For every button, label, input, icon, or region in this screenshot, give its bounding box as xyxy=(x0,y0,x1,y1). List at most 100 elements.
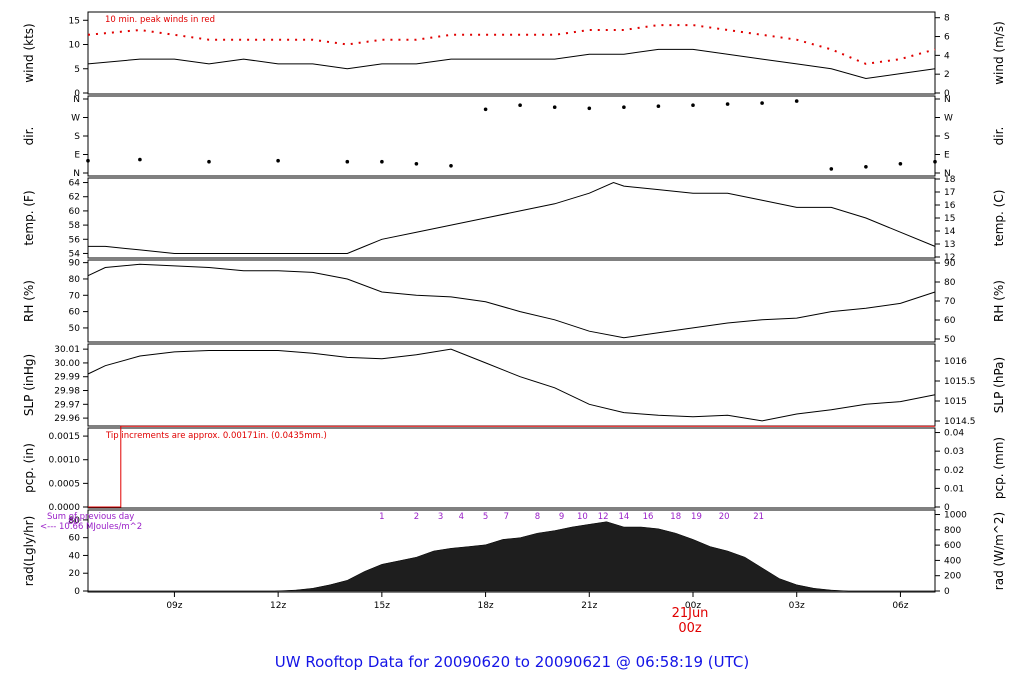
y-tick-label: 64 xyxy=(69,179,81,189)
y-axis-label-right: RH (%) xyxy=(992,280,1006,322)
hour-mark: 1 xyxy=(379,512,384,522)
y-axis-label-right: SLP (hPa) xyxy=(992,357,1006,413)
x-tick-label: 06z xyxy=(892,601,908,611)
panel-frame xyxy=(87,177,936,259)
y-tick-label: 60 xyxy=(69,207,81,217)
y-tick-right-label: 60 xyxy=(944,316,956,326)
y-axis-label-right: wind (m/s) xyxy=(992,21,1006,85)
y-tick-label: 70 xyxy=(69,291,81,301)
direction-point xyxy=(207,159,211,164)
y-tick-label: 10 xyxy=(69,41,81,51)
direction-point xyxy=(760,101,764,105)
direction-point xyxy=(414,162,419,166)
direction-point xyxy=(345,159,350,164)
y-tick-right-label: 1014.5 xyxy=(944,417,976,427)
y-tick-label: 0 xyxy=(74,587,80,597)
y-tick-right-label: 70 xyxy=(944,297,956,307)
y-tick-right-label: 0 xyxy=(944,503,950,513)
y-axis-label-right: rad (W/m^2) xyxy=(992,512,1006,590)
panel-frame xyxy=(87,427,936,509)
direction-point xyxy=(483,107,488,112)
x-tick-label: 18z xyxy=(477,601,493,611)
y-tick-right-label: 18 xyxy=(944,175,956,185)
panel-temp: 54 56 58 60 62 64 12 13 14 15 16 17 18 temp. (F) temp.… xyxy=(22,175,1006,263)
direction-point xyxy=(691,103,695,107)
y-tick-right-label: 4 xyxy=(944,51,950,61)
y-tick-label: 54 xyxy=(69,249,81,259)
y-tick-label: S xyxy=(74,132,80,142)
y-tick-right-label: 1015 xyxy=(944,397,967,407)
y-axis-label: pcp. (in) xyxy=(22,443,36,493)
chart-title: UW Rooftop Data for 20090620 to 20090621… xyxy=(275,653,749,671)
hour-mark: 5 xyxy=(483,512,488,522)
y-tick-right-label: 1000 xyxy=(944,511,967,521)
hour-mark: 7 xyxy=(504,512,509,522)
panel-wind: 0 5 10 15 0 2 4 6 8 wind (kts) wind (m/s) 10 min. p… xyxy=(22,11,1006,99)
rad-annotation-value: 80 xyxy=(68,517,79,527)
y-tick-label: 40 xyxy=(69,551,81,561)
y-tick-label: 20 xyxy=(69,569,81,579)
y-tick-right-label: 0 xyxy=(944,587,950,597)
y-tick-label: 60 xyxy=(69,308,81,318)
y-tick-right-label: 12 xyxy=(944,253,955,263)
direction-point xyxy=(86,158,90,163)
y-tick-right-label: 400 xyxy=(944,556,961,566)
y-tick-label: 90 xyxy=(69,259,81,269)
rad-annotation-bottom: <--- 10.66 MJoules/m^2 xyxy=(40,522,142,532)
direction-point xyxy=(276,158,280,163)
hour-mark: 12 xyxy=(598,512,609,522)
y-tick-label: N xyxy=(73,95,80,105)
y-tick-right-label: 8 xyxy=(944,14,950,24)
y-tick-label: E xyxy=(74,151,80,161)
y-tick-label: 29.99 xyxy=(54,373,80,383)
direction-point xyxy=(449,164,453,168)
hour-mark: 21 xyxy=(753,512,764,522)
panel-frame xyxy=(87,259,936,343)
y-axis-label: temp. (F) xyxy=(22,190,36,245)
hour-mark: 14 xyxy=(618,512,629,522)
direction-point xyxy=(725,102,730,106)
y-tick-label: W xyxy=(71,114,80,124)
panel-slp: 29.96 29.97 29.98 29.99 30.00 30.01 1014.5 1015… xyxy=(22,343,1006,427)
y-tick-label: 0.0000 xyxy=(49,503,81,513)
direction-point xyxy=(656,104,661,108)
direction-point xyxy=(138,157,142,162)
panel-frame xyxy=(87,11,936,95)
y-tick-right-label: 1015.5 xyxy=(944,377,976,387)
y-tick-label: N xyxy=(73,169,80,179)
y-tick-right-label: 80 xyxy=(944,278,956,288)
y-tick-label: 30.00 xyxy=(54,359,80,369)
date-sub-label: 00z xyxy=(678,621,702,636)
y-tick-right-label: 0.02 xyxy=(944,466,964,476)
y-tick-right-label: E xyxy=(944,151,950,161)
direction-point xyxy=(829,167,834,171)
y-tick-label: 58 xyxy=(69,221,81,231)
y-tick-label: 56 xyxy=(69,235,81,245)
y-tick-label: 0 xyxy=(74,89,80,99)
panel-rh: 50 60 70 80 90 50 60 70 80 90 RH (%) RH (%) xyxy=(22,259,1006,345)
y-tick-right-label: 6 xyxy=(944,33,950,43)
x-tick-label: 03z xyxy=(789,601,805,611)
hour-mark: 2 xyxy=(414,512,419,522)
series-line xyxy=(87,263,936,339)
y-axis-label: SLP (inHg) xyxy=(22,354,36,416)
y-axis-label: rad(Lgly/hr) xyxy=(22,516,36,587)
hour-mark: 20 xyxy=(719,512,730,522)
y-tick-label: 0.0010 xyxy=(49,456,81,466)
series-line xyxy=(87,348,936,422)
y-tick-label: 80 xyxy=(69,516,81,526)
y-tick-right-label: 15 xyxy=(944,214,955,224)
y-tick-label: 60 xyxy=(69,534,81,544)
time-axis: 09z 12z 15z 18z 21z 00z 03z 06z xyxy=(166,592,909,611)
x-tick-label: 09z xyxy=(166,601,182,611)
rad-annotation-top: Sum of previous day xyxy=(47,512,134,522)
y-tick-right-label: 2 xyxy=(944,70,950,80)
series-line xyxy=(87,24,936,65)
panel-frame xyxy=(87,509,936,593)
y-tick-label: 80 xyxy=(69,275,81,285)
y-tick-label: 0.0015 xyxy=(49,432,81,442)
series-line xyxy=(88,425,935,508)
